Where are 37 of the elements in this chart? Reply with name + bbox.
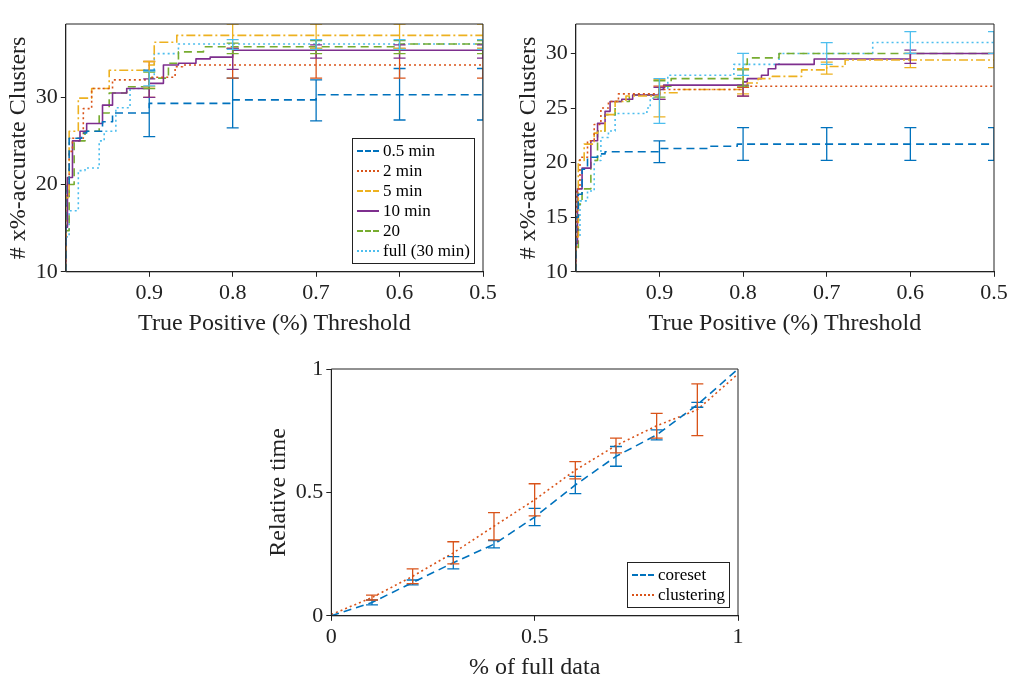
legend-label: clustering [658, 584, 726, 605]
y-tick-label: 0 [312, 601, 324, 627]
y-axis-title: # x%-accurate Clusters [3, 36, 30, 260]
y-tick-label: 25 [545, 93, 568, 119]
x-tick-label: 0.5 [469, 278, 497, 304]
x-tick-label: 1 [732, 622, 744, 648]
legend-label: 0.5 min [383, 140, 435, 161]
x-tick-label: 0.7 [302, 278, 330, 304]
y-tick-label: 30 [545, 39, 568, 65]
x-tick-label: 0.5 [520, 622, 549, 648]
legend-label: 2 min [383, 160, 423, 181]
y-tick-label: 10 [545, 257, 568, 283]
y-tick-label: 20 [35, 170, 58, 196]
x-axis-title: % of full data [469, 652, 601, 679]
legend-label: 20 [383, 220, 400, 241]
y-tick-label: 0.5 [295, 478, 324, 504]
y-tick-label: 30 [35, 83, 58, 109]
x-tick-label: 0.8 [218, 278, 247, 304]
x-axis-title: True Positive (%) Threshold [138, 308, 411, 335]
x-tick-label: 0.6 [896, 278, 925, 304]
y-tick-label: 20 [545, 148, 568, 174]
legend-label: full (30 min) [383, 240, 470, 261]
x-axis-title: True Positive (%) Threshold [648, 308, 922, 335]
x-tick-label: 0.9 [135, 278, 163, 304]
legend-label: coreset [658, 564, 707, 585]
y-axis-title: Relative time [263, 428, 290, 557]
y-tick-label: 1 [312, 354, 324, 380]
y-tick-label: 15 [545, 203, 568, 228]
x-tick-label: 0.8 [729, 278, 757, 304]
y-tick-label: 10 [35, 257, 58, 283]
x-tick-label: 0.7 [812, 278, 841, 304]
x-tick-label: 0.9 [645, 278, 674, 304]
legend-label: 5 min [383, 180, 423, 201]
legend-label: 10 min [383, 200, 431, 221]
x-tick-label: 0.5 [980, 278, 1008, 304]
y-axis-title: # x%-accurate Clusters [513, 36, 540, 260]
x-tick-label: 0.6 [385, 278, 414, 304]
